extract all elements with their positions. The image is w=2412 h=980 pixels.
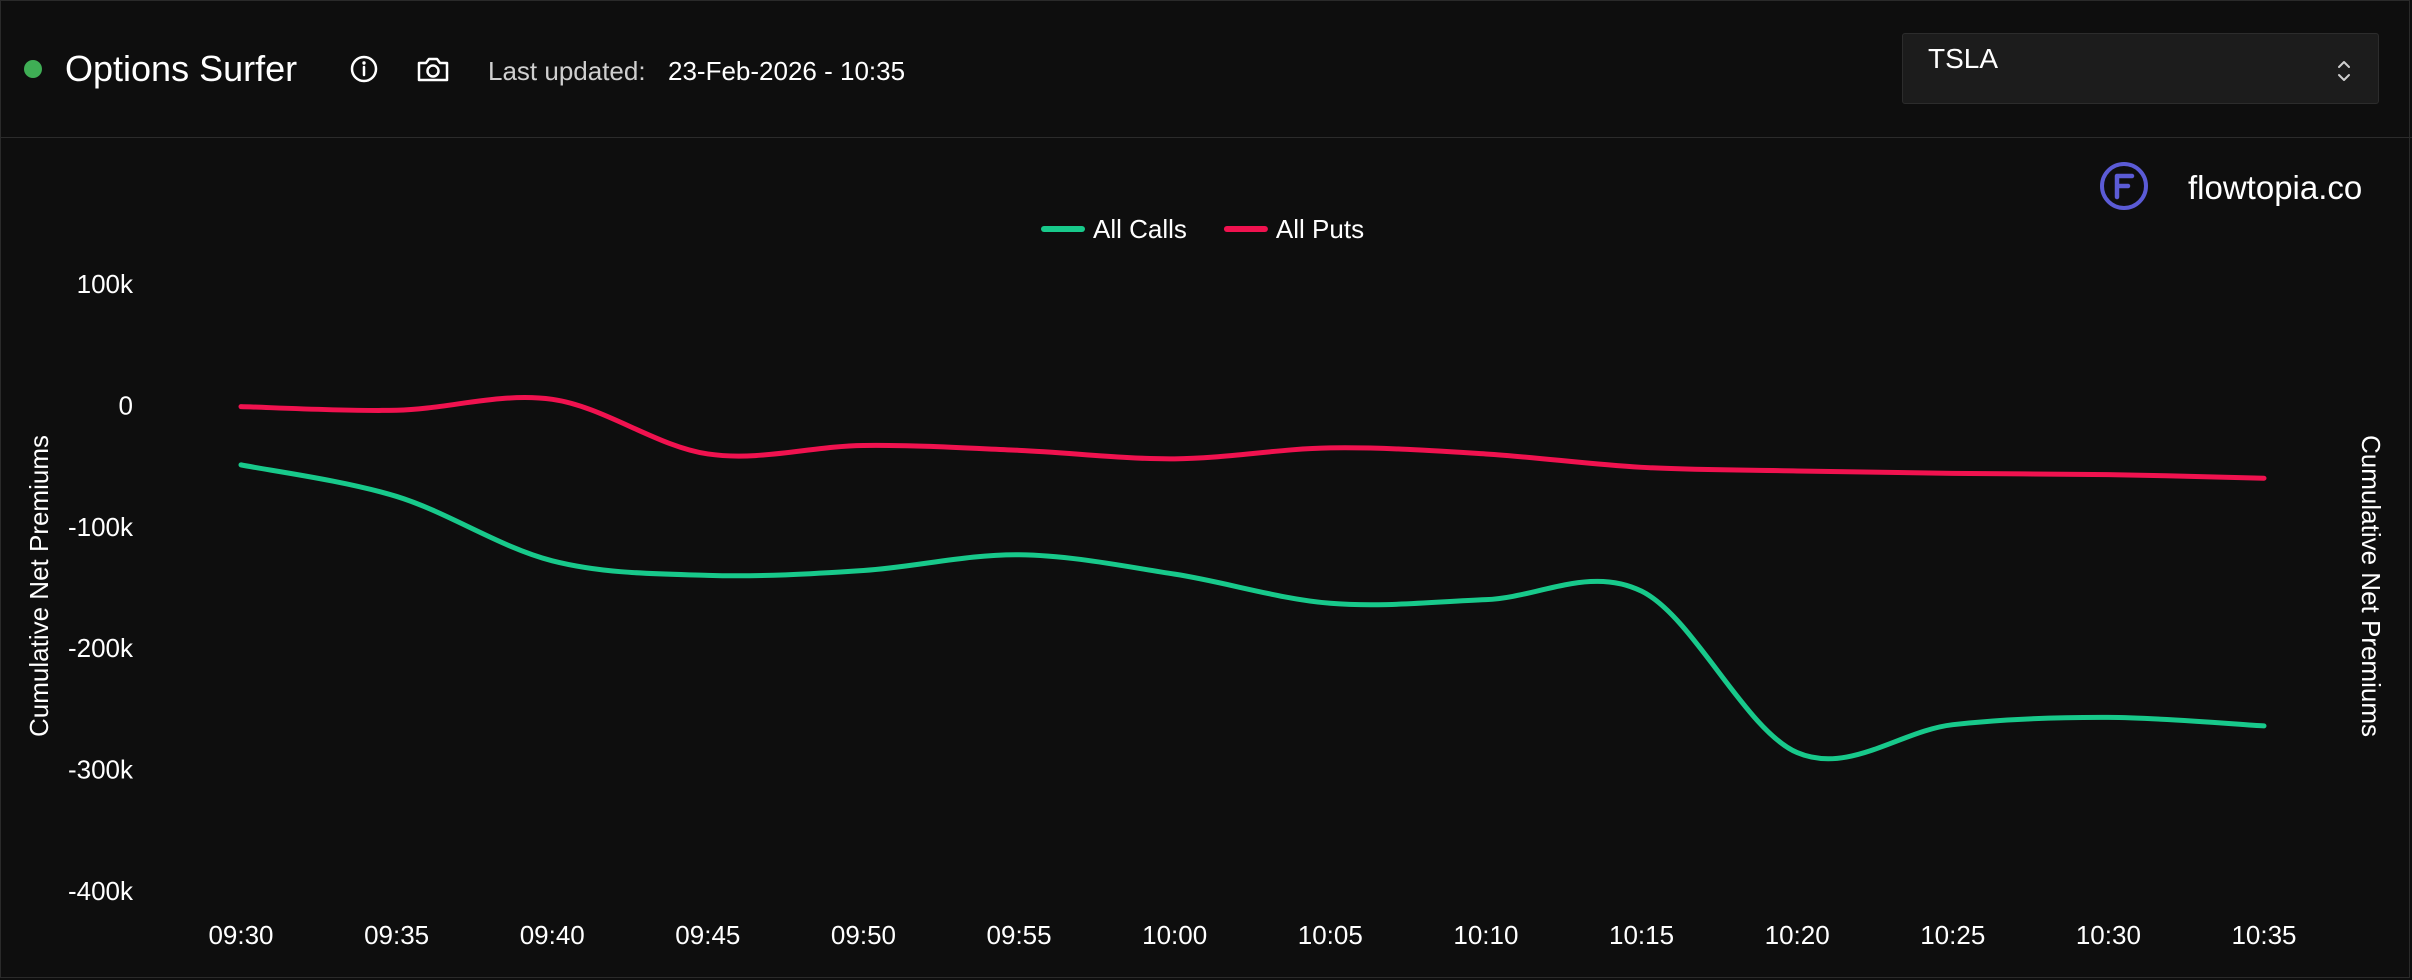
ticker-select-value: TSLA [1928, 43, 1999, 74]
series-line-all-puts [238, 395, 2267, 481]
y-axis-title-right: Cumulative Net Premiums [2356, 435, 2386, 737]
info-icon[interactable] [347, 52, 381, 86]
x-tick-label: 10:10 [1453, 920, 1518, 950]
series-line-all-calls [238, 462, 2267, 762]
x-tick-label: 10:25 [1920, 920, 1985, 950]
y-tick-label: -100k [68, 512, 134, 542]
x-tick-label: 09:55 [987, 920, 1052, 950]
header-bar: Options Surfer Last updated: 23-Feb-2026… [0, 0, 2412, 138]
y-axis-title-left: Cumulative Net Premiums [24, 435, 54, 737]
x-tick-label: 10:35 [2231, 920, 2296, 950]
x-tick-label: 10:15 [1609, 920, 1674, 950]
legend-label: All Puts [1276, 214, 1364, 244]
x-tick-label: 10:05 [1298, 920, 1363, 950]
x-axis-ticks: 09:30 09:35 09:40 09:45 09:50 09:55 10:00 10:05… [208, 920, 2296, 950]
x-tick-label: 10:00 [1142, 920, 1207, 950]
last-updated-label: Last updated: [488, 56, 646, 86]
x-tick-label: 09:35 [364, 920, 429, 950]
y-tick-label: -200k [68, 633, 134, 663]
y-axis-ticks: 100k 0 -100k -200k -300k -400k [68, 269, 134, 906]
flowtopia-logo-icon [2098, 160, 2150, 212]
last-updated-value: 23-Feb-2026 - 10:35 [668, 56, 906, 86]
series-lines [238, 395, 2267, 762]
ticker-select[interactable]: TSLA [1902, 33, 2379, 104]
y-tick-label: 0 [119, 390, 133, 420]
y-tick-label: -300k [68, 755, 134, 785]
x-tick-label: 10:30 [2076, 920, 2141, 950]
y-tick-label: -400k [68, 876, 134, 906]
app-title: Options Surfer [65, 48, 298, 89]
x-tick-label: 10:20 [1765, 920, 1830, 950]
x-tick-label: 09:30 [208, 920, 273, 950]
x-tick-label: 09:45 [675, 920, 740, 950]
status-dot [24, 60, 42, 78]
x-tick-label: 09:50 [831, 920, 896, 950]
legend-label: All Calls [1093, 214, 1187, 244]
camera-icon[interactable] [415, 52, 449, 86]
x-tick-label: 09:40 [520, 920, 585, 950]
y-tick-label: 100k [77, 269, 134, 299]
chevron-up-down-icon [2336, 58, 2352, 84]
brand-name: flowtopia.co [2188, 169, 2363, 206]
legend: All Calls All Puts [1041, 214, 1364, 244]
